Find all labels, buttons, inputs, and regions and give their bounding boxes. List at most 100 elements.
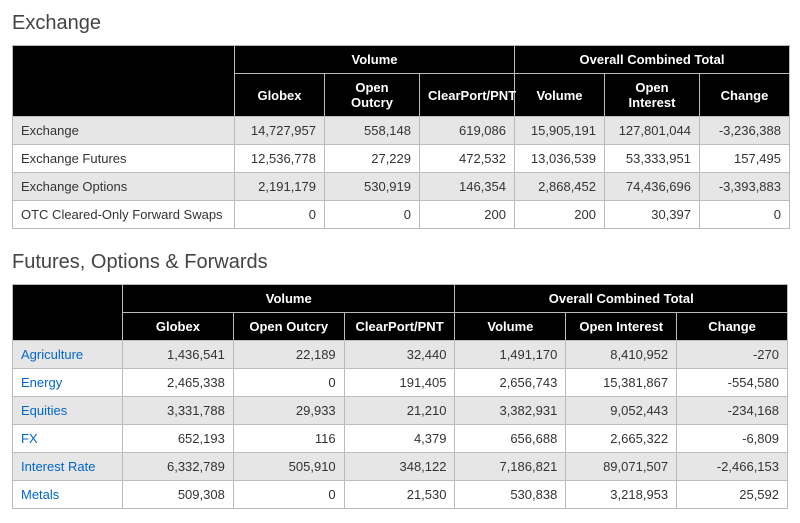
cell-open-outcry: 0 <box>325 201 420 229</box>
cell-volume: 2,656,743 <box>455 369 566 397</box>
cell-globex: 1,436,541 <box>123 341 234 369</box>
cell-open-outcry: 530,919 <box>325 173 420 201</box>
table-row: Interest Rate 6,332,789 505,910 348,122 … <box>13 453 788 481</box>
fof-title: Futures, Options & Forwards <box>12 251 788 274</box>
cell-open-interest: 30,397 <box>605 201 700 229</box>
col-clearport: ClearPort/PNT <box>420 74 515 117</box>
cell-open-interest: 15,381,867 <box>566 369 677 397</box>
col-globex: Globex <box>235 74 325 117</box>
row-label: OTC Cleared-Only Forward Swaps <box>13 201 235 229</box>
cell-open-outcry: 0 <box>233 369 344 397</box>
row-label: Metals <box>13 481 123 509</box>
col-volume: Volume <box>515 74 605 117</box>
cell-globex: 509,308 <box>123 481 234 509</box>
cell-globex: 6,332,789 <box>123 453 234 481</box>
exchange-table-body: Exchange 14,727,957 558,148 619,086 15,9… <box>13 117 790 229</box>
cell-change: -234,168 <box>677 397 788 425</box>
cell-change: -6,809 <box>677 425 788 453</box>
col-open-outcry: Open Outcry <box>233 313 344 341</box>
cell-clearport: 472,532 <box>420 145 515 173</box>
cell-open-interest: 3,218,953 <box>566 481 677 509</box>
cell-clearport: 21,210 <box>344 397 455 425</box>
cell-volume: 13,036,539 <box>515 145 605 173</box>
row-label: Exchange Options <box>13 173 235 201</box>
cell-clearport: 4,379 <box>344 425 455 453</box>
cell-volume: 3,382,931 <box>455 397 566 425</box>
cell-volume: 656,688 <box>455 425 566 453</box>
row-label: Interest Rate <box>13 453 123 481</box>
row-label: Agriculture <box>13 341 123 369</box>
cell-open-outcry: 0 <box>233 481 344 509</box>
col-open-interest: Open Interest <box>605 74 700 117</box>
row-link-equities[interactable]: Equities <box>21 403 67 418</box>
col-globex: Globex <box>123 313 234 341</box>
cell-volume: 530,838 <box>455 481 566 509</box>
col-open-outcry: Open Outcry <box>325 74 420 117</box>
table-row: Energy 2,465,338 0 191,405 2,656,743 15,… <box>13 369 788 397</box>
row-link-interest-rate[interactable]: Interest Rate <box>21 459 95 474</box>
cell-clearport: 21,530 <box>344 481 455 509</box>
col-clearport: ClearPort/PNT <box>344 313 455 341</box>
cell-volume: 15,905,191 <box>515 117 605 145</box>
col-group-volume: Volume <box>235 46 515 74</box>
cell-open-outcry: 116 <box>233 425 344 453</box>
cell-clearport: 200 <box>420 201 515 229</box>
cell-open-interest: 89,071,507 <box>566 453 677 481</box>
row-link-agriculture[interactable]: Agriculture <box>21 347 83 362</box>
cell-open-interest: 74,436,696 <box>605 173 700 201</box>
cell-open-outcry: 29,933 <box>233 397 344 425</box>
col-open-interest: Open Interest <box>566 313 677 341</box>
row-label: FX <box>13 425 123 453</box>
cell-globex: 12,536,778 <box>235 145 325 173</box>
exchange-title: Exchange <box>12 12 788 35</box>
cell-change: -554,580 <box>677 369 788 397</box>
col-blank <box>13 285 123 341</box>
cell-open-outcry: 27,229 <box>325 145 420 173</box>
row-label: Exchange Futures <box>13 145 235 173</box>
cell-open-interest: 9,052,443 <box>566 397 677 425</box>
exchange-section: Exchange Volume Overall Combined Total G… <box>12 12 788 229</box>
cell-change: -2,466,153 <box>677 453 788 481</box>
table-row: Agriculture 1,436,541 22,189 32,440 1,49… <box>13 341 788 369</box>
col-group-overall: Overall Combined Total <box>515 46 790 74</box>
cell-open-interest: 2,665,322 <box>566 425 677 453</box>
cell-globex: 652,193 <box>123 425 234 453</box>
exchange-table-head: Volume Overall Combined Total Globex Ope… <box>13 46 790 117</box>
col-group-volume: Volume <box>123 285 455 313</box>
col-volume: Volume <box>455 313 566 341</box>
table-row: Exchange 14,727,957 558,148 619,086 15,9… <box>13 117 790 145</box>
cell-volume: 1,491,170 <box>455 341 566 369</box>
cell-open-outcry: 22,189 <box>233 341 344 369</box>
table-row: Metals 509,308 0 21,530 530,838 3,218,95… <box>13 481 788 509</box>
fof-table-body: Agriculture 1,436,541 22,189 32,440 1,49… <box>13 341 788 509</box>
cell-open-interest: 127,801,044 <box>605 117 700 145</box>
table-row: OTC Cleared-Only Forward Swaps 0 0 200 2… <box>13 201 790 229</box>
exchange-table: Volume Overall Combined Total Globex Ope… <box>12 45 790 229</box>
cell-change: -3,393,883 <box>700 173 790 201</box>
cell-clearport: 619,086 <box>420 117 515 145</box>
row-label: Equities <box>13 397 123 425</box>
fof-table: Volume Overall Combined Total Globex Ope… <box>12 284 788 509</box>
cell-globex: 2,465,338 <box>123 369 234 397</box>
cell-change: 0 <box>700 201 790 229</box>
cell-change: 25,592 <box>677 481 788 509</box>
col-group-overall: Overall Combined Total <box>455 285 788 313</box>
cell-globex: 14,727,957 <box>235 117 325 145</box>
row-link-metals[interactable]: Metals <box>21 487 59 502</box>
table-row: Exchange Futures 12,536,778 27,229 472,5… <box>13 145 790 173</box>
row-link-energy[interactable]: Energy <box>21 375 62 390</box>
col-change: Change <box>700 74 790 117</box>
table-row: Exchange Options 2,191,179 530,919 146,3… <box>13 173 790 201</box>
cell-globex: 3,331,788 <box>123 397 234 425</box>
cell-open-interest: 8,410,952 <box>566 341 677 369</box>
cell-open-interest: 53,333,951 <box>605 145 700 173</box>
cell-volume: 7,186,821 <box>455 453 566 481</box>
cell-clearport: 146,354 <box>420 173 515 201</box>
col-blank <box>13 46 235 117</box>
table-row: FX 652,193 116 4,379 656,688 2,665,322 -… <box>13 425 788 453</box>
cell-open-outcry: 558,148 <box>325 117 420 145</box>
col-change: Change <box>677 313 788 341</box>
row-label: Exchange <box>13 117 235 145</box>
cell-volume: 200 <box>515 201 605 229</box>
row-link-fx[interactable]: FX <box>21 431 38 446</box>
